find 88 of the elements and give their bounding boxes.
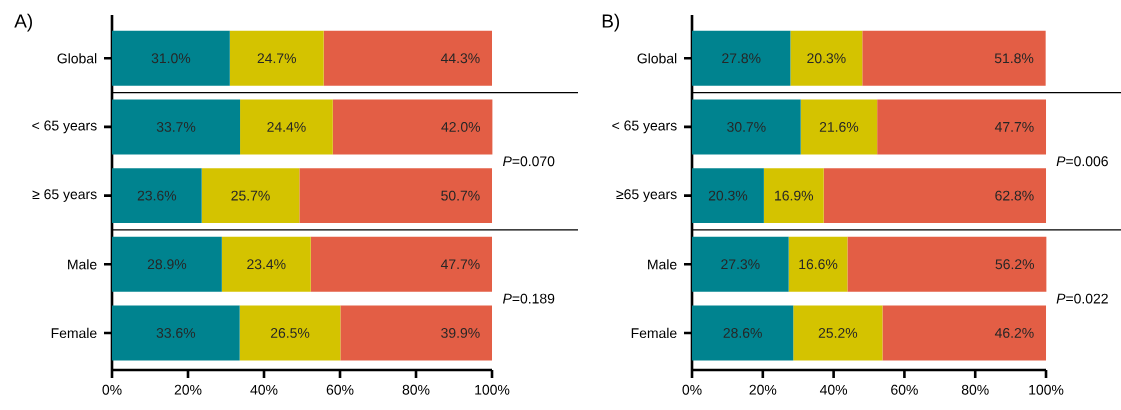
bar [310,236,493,292]
data-label: 23.4% [247,259,286,270]
bar [239,305,341,361]
data-label: 16.6% [799,259,838,270]
bar [790,30,863,86]
bar [299,168,493,224]
bar [763,168,824,224]
data-label: 27.3% [721,259,760,270]
bar [692,168,764,224]
x-tick-label: 60% [891,384,918,395]
data-label: 56.2% [995,259,1035,270]
x-tick-label: 100% [475,384,510,395]
bar [229,30,324,86]
data-label: 50.7% [441,190,480,201]
x-tick-label: 40% [250,384,278,395]
bar [692,30,791,86]
y-tick-label: Global [57,53,97,64]
data-label: 20.3% [708,190,748,201]
y-tick-label: Male [648,259,677,270]
data-label: 24.4% [267,122,306,132]
x-tick-label: 60% [326,384,354,395]
bar [877,99,1047,155]
data-label: 24.7% [257,53,297,64]
data-label: 46.2% [994,327,1034,338]
x-tick-label: 80% [402,384,430,395]
bar [847,236,1047,292]
y-tick-label: Male [68,259,97,270]
bar [692,305,794,361]
data-label: 44.3% [440,53,480,64]
data-label: 42.0% [441,121,481,132]
data-label: 47.7% [440,259,480,270]
bar [112,30,230,86]
bar [823,168,1047,224]
bar [340,305,493,361]
data-label: 28.6% [723,327,762,338]
x-tick-label: 100% [1029,384,1064,395]
data-label: 33.6% [156,327,196,338]
data-label: 39.9% [441,327,480,338]
data-label: 51.8% [994,53,1034,64]
y-tick-label: Female [51,327,97,339]
data-label: 25.2% [818,327,858,338]
text: P=0.006 [1056,156,1108,167]
data-label: 25.7% [231,190,270,201]
text: P=0.022 [1056,293,1108,304]
data-label: 16.9% [775,190,814,201]
bar [240,99,333,155]
y-tick-label: < 65 years [32,120,97,134]
data-label: 21.6% [819,121,859,132]
bar [882,305,1047,361]
bar [692,236,789,292]
y-tick-label: < 65 years [612,120,677,134]
text: P=0.189 [502,293,555,304]
x-tick-label: 0% [102,384,122,395]
chart-title: A) [14,13,32,32]
data-label: 26.5% [270,327,310,338]
y-tick-label: Female [631,327,677,339]
bar [862,30,1046,86]
bar [332,99,493,155]
x-tick-label: 40% [819,384,848,395]
x-tick-label: 0% [682,384,702,395]
y-tick-label: ≥65 years [616,189,677,202]
text: P=0.070 [502,156,555,167]
data-label: 28.9% [147,259,187,270]
bar [112,236,222,292]
bar [201,168,300,224]
data-label: 23.6% [137,190,177,201]
x-tick-label: 20% [749,384,777,395]
bar [323,30,493,86]
bar [112,305,240,361]
bar [793,305,883,361]
chart-title: B) [602,13,620,32]
y-tick-label: Global [637,53,677,64]
bar [112,168,202,224]
bar [112,99,241,155]
bar [800,99,878,155]
data-label: 47.7% [994,122,1034,132]
bar [692,99,801,155]
bar [221,236,311,292]
data-label: 31.0% [151,53,191,64]
data-label: 27.8% [722,53,761,64]
data-label: 33.7% [156,121,196,132]
data-label: 30.7% [727,121,766,132]
data-label: 20.3% [807,53,846,64]
data-label: 62.8% [995,190,1034,201]
bar [788,236,848,292]
x-tick-label: 20% [174,384,202,395]
x-tick-label: 80% [961,384,989,395]
y-tick-label: ≥ 65 years [32,189,97,202]
